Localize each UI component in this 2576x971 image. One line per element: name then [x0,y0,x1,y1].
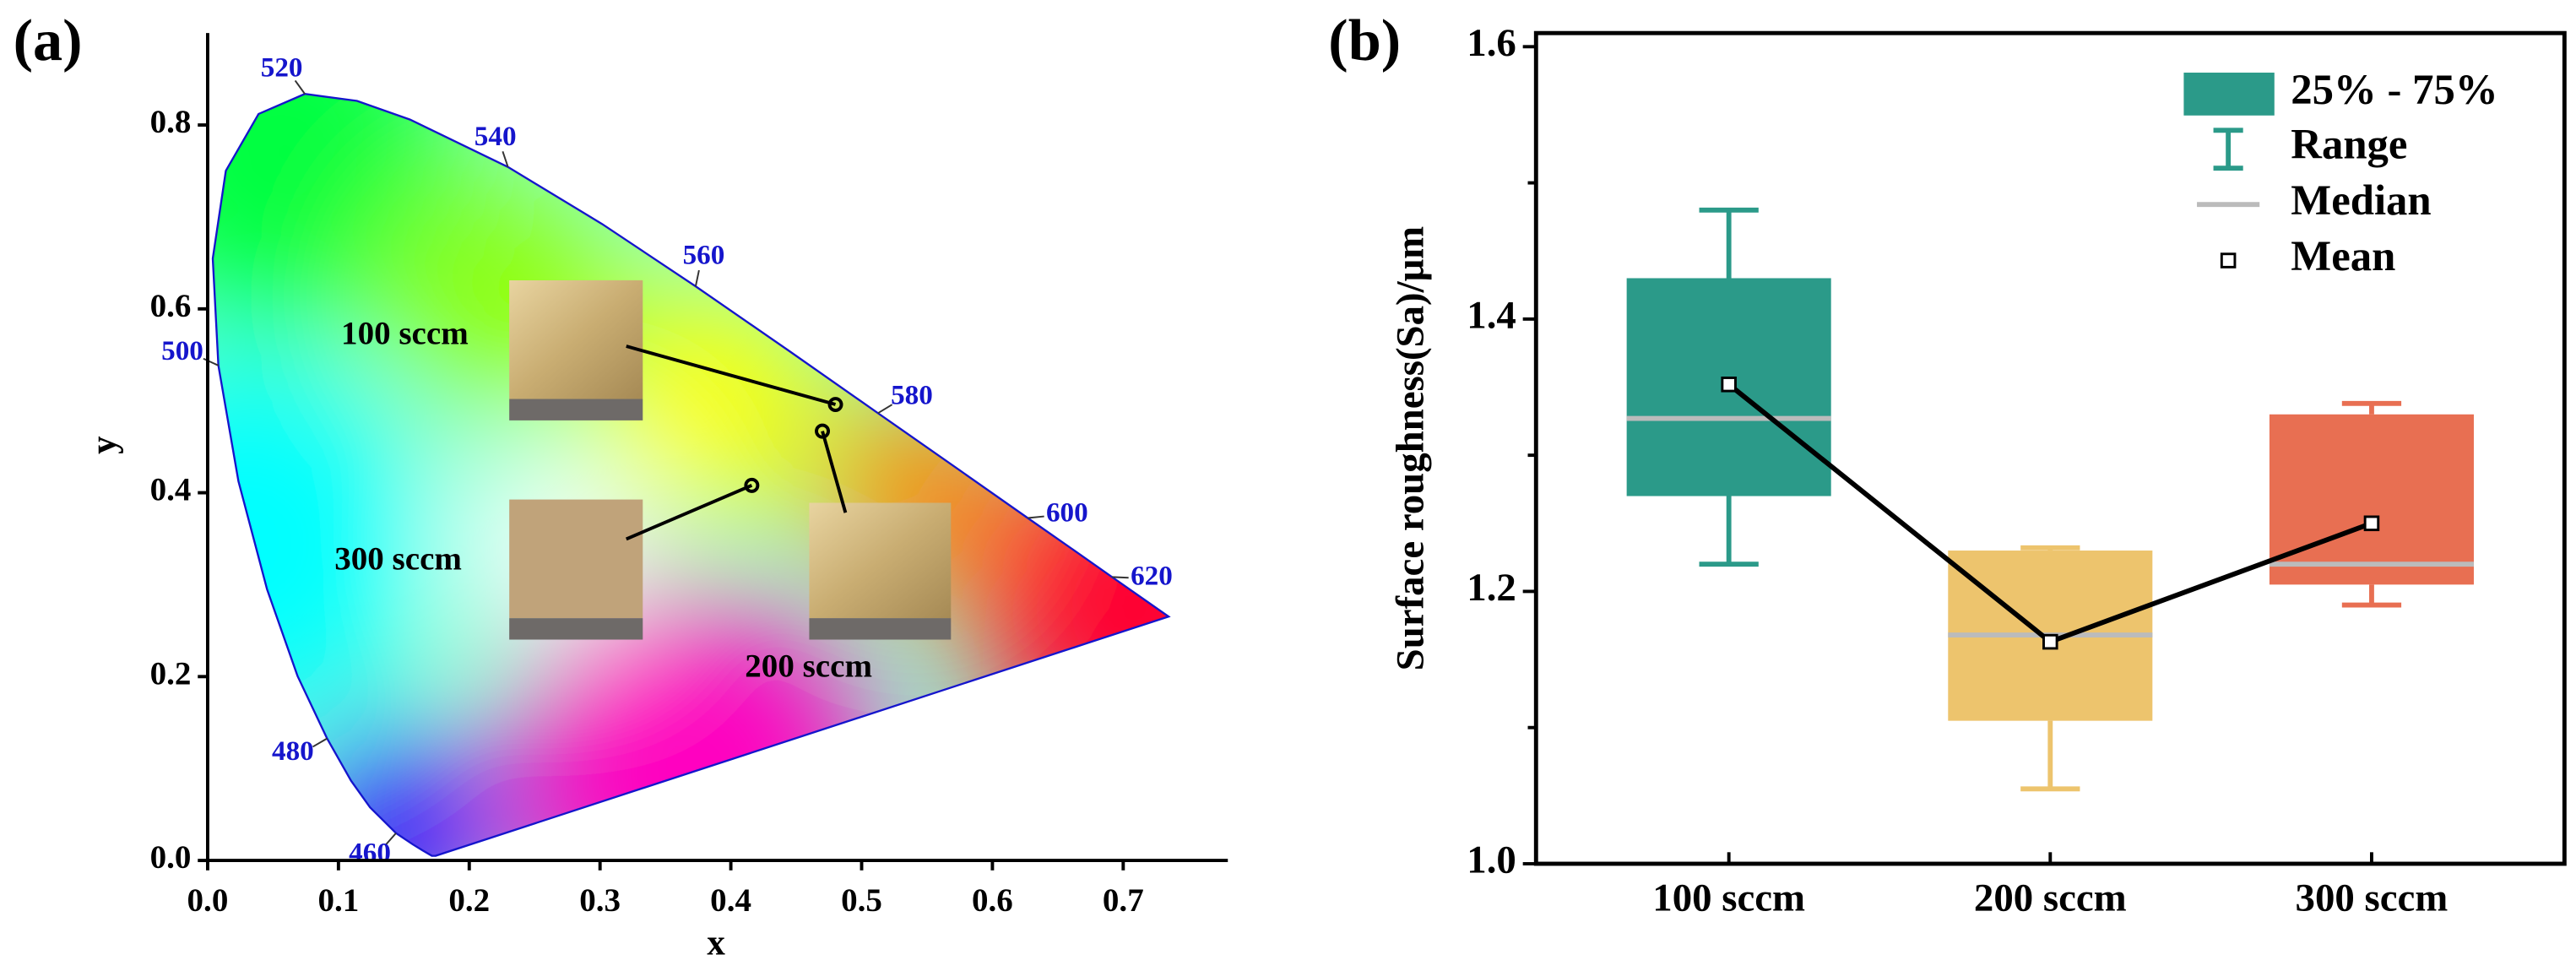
legend-label: Mean [2291,232,2395,279]
locus-tick [877,404,893,415]
plot-frame [1533,30,2567,866]
x-tick-label: 0.7 [1103,882,1144,919]
locus-tick [203,357,220,366]
wavelength-label: 580 [891,380,933,411]
legend-label: Median [2291,176,2431,224]
y-tick-label: 1.2 [1467,566,1516,610]
wavelength-label: 460 [349,838,391,869]
chromaticity-fill [212,94,1169,856]
y-tick-label: 1.0 [1467,838,1516,882]
y-tick-label: 0.2 [150,655,192,692]
wavelength-label: 520 [261,52,303,83]
box [2269,414,2474,585]
x-tick-label: 0.2 [448,882,490,919]
x-tick-label: 0.1 [317,882,359,919]
locus-tick [502,150,509,168]
wavelength-label: 620 [1131,560,1173,591]
wavelength-label: 560 [683,239,725,270]
sample-label: 300 sccm [334,541,462,578]
x-tick-label: 0.5 [841,882,882,919]
wavelength-label: 600 [1046,497,1088,529]
wavelength-label: 480 [272,735,314,767]
sample-label: 100 sccm [341,315,469,351]
legend-swatch [2183,73,2275,116]
legend-label: 25% - 75% [2291,66,2497,113]
y-tick-label: 1.6 [1467,21,1516,65]
y-tick-label: 0.0 [150,839,192,876]
locus-tick [294,79,306,95]
legend-label: Range [2291,120,2407,167]
sample-label: 200 sccm [745,648,872,685]
mean-marker [2363,515,2380,532]
panel-label: (b) [1328,8,1401,73]
panel-label: (a) [14,8,83,73]
y-tick-label: 0.8 [150,104,192,140]
leader-line [626,344,837,406]
x-tick-label: 0.6 [972,882,1013,919]
wavelength-label: 500 [161,335,203,366]
y-tick-label: 0.4 [150,472,192,508]
locus-tick [384,833,397,847]
leader-line [625,484,753,541]
sample-point [827,397,843,413]
sample-point [744,477,760,493]
wavelength-label: 540 [475,121,517,152]
spectral-locus [211,93,1171,857]
y-axis-label: Surface roughness(Sa)/μm [1389,226,1433,670]
locus-tick [1028,515,1044,519]
mean-marker [2042,633,2058,650]
sample-point [815,423,831,439]
y-axis-label: y [84,436,124,454]
locus-tick [694,269,700,287]
locus-tick [312,737,328,748]
x-tick-label: 0.3 [579,882,621,919]
x-tick-label: 200 sccm [1974,876,2127,920]
y-tick-label: 0.6 [150,288,192,324]
y-tick-label: 1.4 [1467,294,1516,338]
locus-tick [1112,576,1129,579]
sample-photos [509,279,952,640]
mean-marker [1721,377,1737,393]
legend-mean [2220,252,2237,269]
leader-line [821,431,848,513]
x-tick-label: 300 sccm [2296,876,2449,920]
x-tick-label: 100 sccm [1652,876,1805,920]
x-tick-label: 0.4 [710,882,751,919]
x-tick-label: 0.0 [187,882,229,919]
x-axis-label: x [707,923,725,963]
